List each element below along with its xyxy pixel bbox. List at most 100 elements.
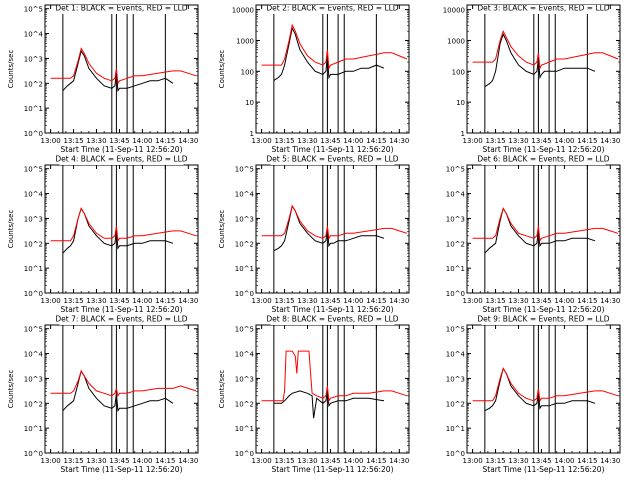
x-tick-label: 13:30 xyxy=(508,297,528,305)
x-tick-label: 14:30 xyxy=(389,297,409,305)
y-tick-label: 10^3 xyxy=(24,215,43,223)
panel-title-bg xyxy=(270,156,395,165)
y-tick-label: 1 xyxy=(461,130,465,138)
y-tick-label: 10^5 xyxy=(446,166,465,174)
y-tick-label: 10^0 xyxy=(24,130,43,138)
lld-series-line xyxy=(50,207,197,243)
lld-series-line xyxy=(261,23,408,70)
y-tick-label: 10^4 xyxy=(24,31,44,39)
events-series-line xyxy=(62,369,174,413)
x-tick-label: 13:15 xyxy=(63,457,83,465)
y-tick-label: 100 xyxy=(241,68,254,76)
x-tick-label: 13:45 xyxy=(320,457,340,465)
y-tick-label: 10^1 xyxy=(235,425,254,433)
y-axis-label: Counts/sec xyxy=(218,210,226,249)
plot-frame xyxy=(44,164,199,294)
events-series-line xyxy=(484,32,596,88)
x-tick-label: 14:15 xyxy=(577,457,597,465)
panel-title: Det 6: BLACK = Events, RED = LLD xyxy=(477,155,609,164)
y-tick-label: 10000 xyxy=(443,7,465,15)
x-axis-label: Start Time (11-Sep-11 12:56:20) xyxy=(483,305,605,314)
x-tick-label: 13:45 xyxy=(109,297,129,305)
y-tick-label: 10^0 xyxy=(235,290,254,298)
lld-series-line xyxy=(50,47,197,85)
x-tick-label: 14:30 xyxy=(600,297,620,305)
y-tick-label: 10^2 xyxy=(446,400,465,408)
panel-title-bg xyxy=(59,5,184,14)
x-tick-label: 14:15 xyxy=(155,297,175,305)
lld-series-line xyxy=(50,369,197,398)
panel-title: Det 3: BLACK = Events, RED = LLD xyxy=(477,4,609,13)
panel-title: Det 5: BLACK = Events, RED = LLD xyxy=(266,155,398,164)
y-tick-label: 10^5 xyxy=(446,326,465,334)
x-tick-label: 14:30 xyxy=(389,457,409,465)
events-series-line xyxy=(484,207,596,254)
x-axis-label: Start Time (11-Sep-11 12:56:20) xyxy=(61,305,183,314)
y-tick-label: 10^1 xyxy=(24,265,43,273)
x-tick-label: 14:00 xyxy=(554,137,574,145)
x-tick-label: 13:30 xyxy=(297,457,317,465)
x-tick-label: 13:15 xyxy=(485,137,505,145)
panel-title: Det 2: BLACK = Events, RED = LLD xyxy=(266,4,398,13)
x-tick-label: 14:30 xyxy=(600,137,620,145)
y-tick-label: 10^2 xyxy=(24,80,43,88)
lld-series-line xyxy=(472,207,619,243)
y-tick-label: 10^5 xyxy=(235,326,254,334)
events-series-line xyxy=(273,204,385,252)
plot-frame xyxy=(255,4,410,134)
x-tick-label: 13:15 xyxy=(485,457,505,465)
y-tick-label: 10^5 xyxy=(24,326,43,334)
y-tick-label: 10^5 xyxy=(24,6,43,14)
plot-frame xyxy=(44,4,199,134)
y-tick-label: 10^3 xyxy=(446,375,465,383)
y-tick-label: 10^0 xyxy=(24,290,43,298)
events-series-line xyxy=(484,367,596,412)
x-axis-label: Start Time (11-Sep-11 12:56:20) xyxy=(483,465,605,474)
y-tick-label: 10^3 xyxy=(235,375,254,383)
plot-frame xyxy=(466,324,621,454)
y-tick-label: 10^1 xyxy=(446,425,465,433)
x-tick-label: 14:30 xyxy=(600,457,620,465)
x-tick-label: 13:15 xyxy=(485,297,505,305)
y-tick-label: 10^0 xyxy=(446,450,465,458)
x-tick-label: 13:30 xyxy=(297,297,317,305)
x-tick-label: 14:15 xyxy=(366,297,386,305)
y-tick-label: 10^5 xyxy=(235,166,254,174)
y-tick-label: 10^1 xyxy=(235,265,254,273)
panel-title: Det 1: BLACK = Events, RED = LLD xyxy=(55,4,187,13)
det-panel-4: 13:00 13:15 13:30 13:45 14:00 14:15 14:30 10^0 1… xyxy=(7,155,199,314)
panel-title: Det 8: BLACK = Events, RED = LLD xyxy=(266,315,398,324)
lld-series-line xyxy=(472,367,619,403)
y-tick-label: 10^0 xyxy=(235,450,254,458)
det-panel-7: 13:00 13:15 13:30 13:45 14:00 14:15 14:30 10^0 1… xyxy=(7,315,199,474)
lld-series-line xyxy=(261,350,408,403)
x-tick-label: 14:30 xyxy=(178,137,198,145)
y-tick-label: 10^1 xyxy=(446,265,465,273)
y-tick-label: 1 xyxy=(250,130,254,138)
x-tick-label: 14:30 xyxy=(178,297,198,305)
y-tick-label: 10^4 xyxy=(446,351,466,359)
y-tick-label: 10 xyxy=(245,99,254,107)
panel-title-bg xyxy=(59,316,184,325)
y-tick-label: 10^4 xyxy=(235,191,255,199)
x-tick-label: 14:00 xyxy=(132,137,152,145)
det-panel-3: 13:00 13:15 13:30 13:45 14:00 14:15 14:30 1 10 10… xyxy=(443,4,621,154)
x-tick-label: 13:30 xyxy=(508,137,528,145)
x-tick-label: 13:00 xyxy=(463,137,483,145)
y-tick-label: 10^3 xyxy=(235,215,254,223)
x-tick-label: 13:30 xyxy=(86,457,106,465)
x-tick-label: 14:00 xyxy=(343,297,363,305)
x-axis-label: Start Time (11-Sep-11 12:56:20) xyxy=(272,465,394,474)
det-panel-2: 13:00 13:15 13:30 13:45 14:00 14:15 14:30 1 10 10… xyxy=(218,4,410,154)
x-tick-label: 13:00 xyxy=(252,137,272,145)
y-tick-label: 1000 xyxy=(447,37,465,45)
panel-title-bg xyxy=(481,316,606,325)
y-tick-label: 10^4 xyxy=(446,191,466,199)
x-tick-label: 13:00 xyxy=(463,297,483,305)
y-tick-label: 10^2 xyxy=(235,240,254,248)
y-axis-label: Counts/sec xyxy=(7,370,15,409)
det-panel-1: 13:00 13:15 13:30 13:45 14:00 14:15 14:30 10^0 1… xyxy=(7,4,199,154)
panel-title-bg xyxy=(270,5,395,14)
x-tick-label: 13:15 xyxy=(63,137,83,145)
y-tick-label: 10^4 xyxy=(235,351,255,359)
